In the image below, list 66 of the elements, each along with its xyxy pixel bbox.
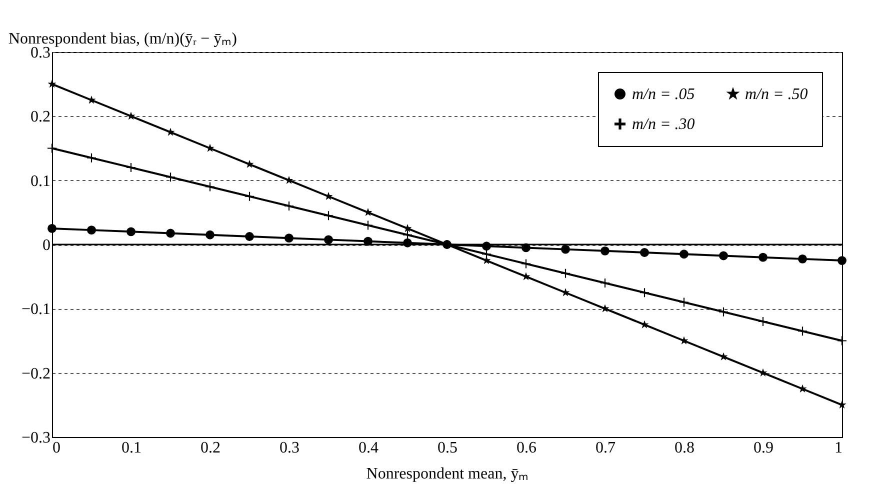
point <box>166 128 175 136</box>
point <box>48 144 56 153</box>
point <box>206 182 214 192</box>
point <box>600 278 610 288</box>
y-tick-label: −0.2 <box>21 365 50 382</box>
point <box>284 234 294 243</box>
point <box>206 144 214 152</box>
point <box>245 192 254 201</box>
y-tick-label: 0 <box>42 237 50 254</box>
legend-label: m/n = .30 <box>632 116 695 133</box>
point <box>126 163 136 172</box>
x-tick-label: 0.8 <box>674 440 694 456</box>
point <box>561 288 570 296</box>
point <box>758 317 768 326</box>
point <box>719 307 728 316</box>
point <box>324 211 333 220</box>
x-tick-label: 0.4 <box>358 440 378 456</box>
point <box>600 246 610 256</box>
point <box>798 254 807 264</box>
x-tick-label: 0.2 <box>200 440 220 456</box>
point <box>245 232 254 241</box>
point <box>522 259 530 268</box>
point <box>838 256 846 266</box>
x-tick-label: 0.9 <box>754 440 774 456</box>
point <box>364 220 372 230</box>
y-axis-title: Nonrespondent bias, (m/n)(ȳᵣ − ȳₘ) <box>8 30 237 48</box>
point <box>48 224 56 233</box>
point <box>403 230 412 240</box>
point <box>87 226 96 235</box>
x-axis-title: Nonrespondent mean, ȳₘ <box>366 466 529 482</box>
legend-label: m/n = .05 <box>632 86 695 103</box>
point <box>640 248 649 257</box>
y-tick-label: −0.1 <box>21 301 50 318</box>
point <box>798 326 807 336</box>
point <box>284 202 294 210</box>
point <box>206 230 214 240</box>
point <box>561 268 570 278</box>
point <box>680 298 688 307</box>
x-tick-label: 0.6 <box>516 440 536 456</box>
point <box>166 228 175 238</box>
point <box>719 251 728 260</box>
point <box>87 153 96 162</box>
y-tick-label: −0.3 <box>21 430 50 446</box>
legend-label: m/n = .50 <box>745 86 808 103</box>
x-tick-label: 0.5 <box>438 440 458 456</box>
point <box>680 336 688 344</box>
point <box>522 272 530 280</box>
point <box>324 235 333 244</box>
point <box>126 112 136 120</box>
y-tick-label: 0.2 <box>30 108 50 126</box>
point <box>561 244 570 254</box>
y-tick-label: 0.1 <box>30 172 50 190</box>
x-tick-label: 0.1 <box>122 440 142 456</box>
point <box>640 288 649 298</box>
point <box>838 336 846 346</box>
point <box>87 96 96 104</box>
x-tick-label: 0.7 <box>596 440 616 456</box>
y-tick-label: 0.3 <box>30 44 50 62</box>
point <box>48 80 56 88</box>
x-tick-label: 0.3 <box>280 440 300 456</box>
point <box>680 250 688 259</box>
point <box>126 227 136 236</box>
point <box>758 252 768 262</box>
x-tick-label: 1 <box>834 440 842 456</box>
point <box>640 320 649 328</box>
point <box>166 172 175 182</box>
